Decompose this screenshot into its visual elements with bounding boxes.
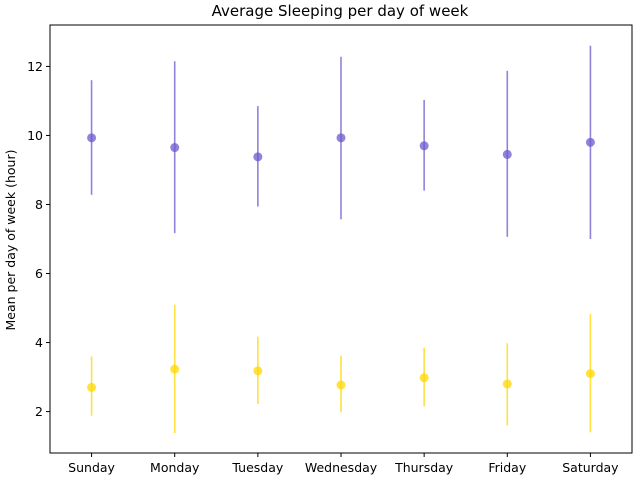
- y-tick-label: 2: [35, 404, 43, 419]
- data-point: [87, 133, 97, 143]
- data-point: [253, 366, 263, 376]
- data-point: [585, 137, 595, 147]
- x-tick-label: Thursday: [394, 460, 454, 475]
- y-axis-label: Mean per day of week (hour): [3, 150, 18, 331]
- data-point: [170, 143, 180, 153]
- data-point: [502, 149, 512, 159]
- data-point: [87, 382, 97, 392]
- data-point: [336, 380, 346, 390]
- y-tick-label: 12: [27, 59, 43, 74]
- x-axis: Sunday Monday Tuesday Wednesday Thursday Frid…: [68, 453, 619, 475]
- y-tick-label: 6: [35, 266, 43, 281]
- series-layer: [87, 45, 595, 433]
- x-tick-label: Saturday: [562, 460, 619, 475]
- x-tick-label: Tuesday: [231, 460, 283, 475]
- series-1: [87, 45, 595, 239]
- y-tick-label: 4: [35, 335, 43, 350]
- x-tick-label: Monday: [150, 460, 200, 475]
- data-point: [170, 364, 180, 374]
- chart-title: Average Sleeping per day of week: [212, 2, 469, 20]
- y-axis: 2 4 6 8 10 12: [27, 59, 50, 419]
- series-2: [87, 304, 595, 433]
- data-point: [419, 373, 429, 383]
- x-tick-label: Sunday: [68, 460, 115, 475]
- data-point: [253, 152, 263, 162]
- x-tick-label: Wednesday: [305, 460, 378, 475]
- y-tick-label: 10: [27, 128, 43, 143]
- x-tick-label: Friday: [488, 460, 526, 475]
- y-tick-label: 8: [35, 197, 43, 212]
- data-point: [336, 133, 346, 143]
- data-point: [585, 369, 595, 379]
- data-point: [419, 141, 429, 151]
- data-point: [502, 379, 512, 389]
